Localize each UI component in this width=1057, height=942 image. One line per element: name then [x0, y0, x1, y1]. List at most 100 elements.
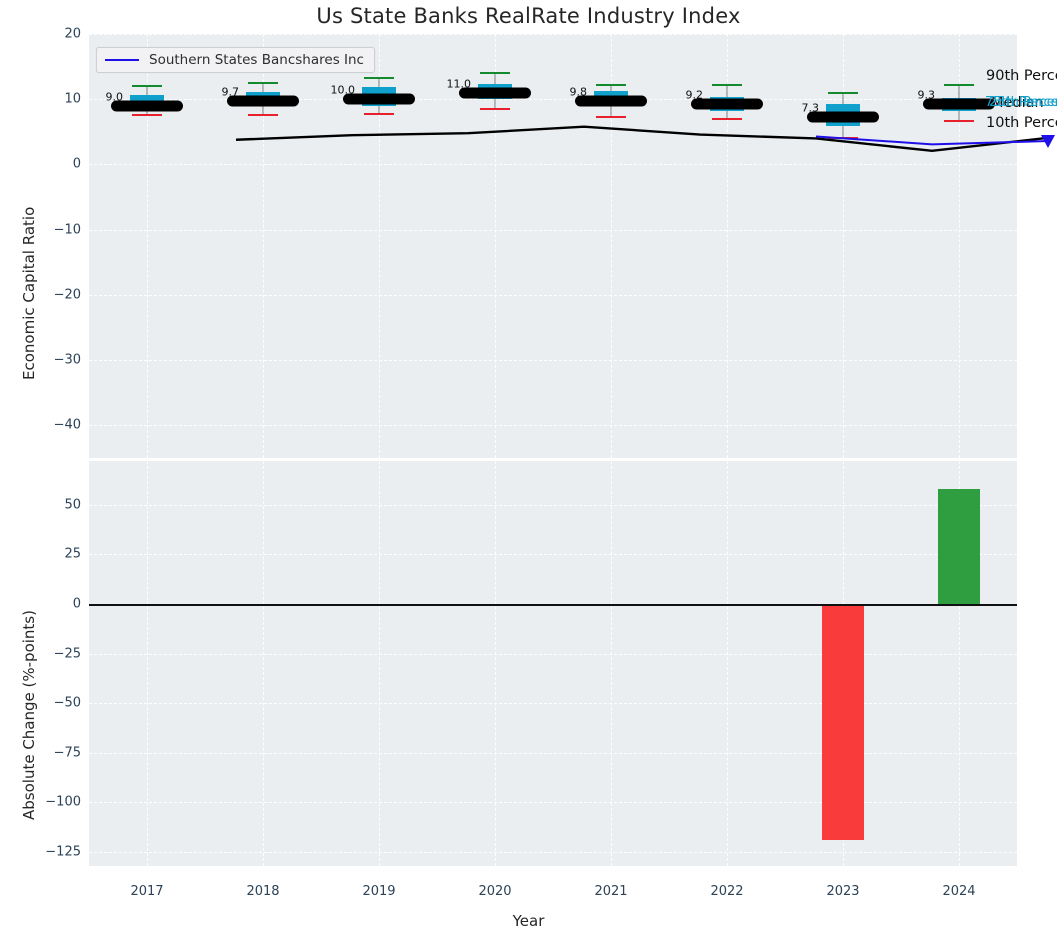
box-median-2019	[343, 93, 415, 105]
top-y-tick--20: −20	[53, 287, 81, 303]
median-label-2021: 9.8	[569, 85, 588, 99]
cap-p90-2021	[596, 83, 626, 86]
median-label-2024: 9.3	[917, 88, 936, 102]
annotation-p25: 25th Percentile	[989, 95, 1057, 111]
vertical-gridline-2020	[495, 461, 496, 866]
cap-p90-2017	[132, 84, 162, 87]
cap-p90-2023	[828, 92, 858, 95]
series-marker-2024	[1041, 135, 1055, 149]
top-gridline-10	[89, 99, 1017, 101]
median-trend-line	[235, 125, 1049, 153]
bottom-y-tick--75: −75	[53, 745, 81, 761]
bottom-gridline-50	[89, 504, 1017, 506]
chart-legend[interactable]: Southern States Bancshares Inc	[96, 47, 375, 73]
annotation-p90: 90th Percentile	[986, 68, 1057, 85]
cap-p10-2020	[480, 108, 510, 110]
legend-label: Southern States Bancshares Inc	[149, 52, 364, 68]
median-label-2022: 9.2	[685, 88, 704, 102]
cap-p10-2022	[712, 118, 742, 121]
top-gridline-20	[89, 34, 1017, 35]
vertical-gridline-2021	[611, 461, 612, 866]
top-y-tick-20: 20	[64, 26, 81, 42]
cap-p90-2018	[248, 81, 278, 84]
cap-p10-2024	[944, 119, 974, 122]
absolute-change-plot-area	[89, 461, 1017, 866]
bottom-y-tick--100: −100	[45, 794, 81, 810]
box-median-2020	[459, 87, 531, 99]
bottom-y-axis-label: Absolute Change (%-points)	[20, 610, 38, 820]
x-tick-2020: 2020	[478, 884, 512, 899]
cap-p10-2017	[132, 113, 162, 116]
series-line-southern-states-bancshares	[815, 135, 1049, 146]
economic-capital-ratio-plot-area	[89, 34, 1055, 458]
x-tick-2024: 2024	[942, 884, 976, 899]
cap-p10-2018	[248, 113, 278, 116]
vertical-gridline-2024	[959, 461, 960, 866]
vertical-gridline-2023	[843, 34, 844, 458]
bar-2024	[938, 488, 980, 604]
vertical-gridline-2017	[147, 461, 148, 866]
x-tick-2018: 2018	[246, 884, 280, 899]
vertical-gridline-2021	[611, 34, 612, 458]
vertical-gridline-2022	[727, 34, 728, 458]
median-label-2023: 7.3	[801, 101, 820, 115]
vertical-gridline-2020	[495, 34, 496, 458]
top-y-axis-label: Economic Capital Ratio	[20, 206, 38, 380]
median-label-2019: 10.0	[330, 83, 356, 97]
bottom-y-tick-50: 50	[64, 497, 81, 513]
bottom-y-tick--125: −125	[45, 844, 81, 860]
vertical-gridline-2018	[263, 461, 264, 866]
cap-p10-2019	[364, 113, 394, 116]
chart-title: Us State Banks RealRate Industry Index	[316, 4, 741, 28]
box-median-2018	[227, 95, 299, 107]
top-y-tick-10: 10	[64, 91, 81, 107]
x-tick-2019: 2019	[362, 884, 396, 899]
bottom-y-tick-25: 25	[64, 546, 81, 562]
top-y-tick-0: 0	[72, 156, 81, 172]
top-gridline--10	[89, 229, 1017, 231]
bottom-y-tick--50: −50	[53, 695, 81, 711]
top-gridline-0	[89, 164, 1017, 166]
vertical-gridline-2022	[727, 461, 728, 866]
median-label-2017: 9.0	[105, 90, 124, 104]
top-y-tick--40: −40	[53, 417, 81, 433]
x-tick-2023: 2023	[826, 884, 860, 899]
bottom-gridline--75	[89, 752, 1017, 754]
box-median-2021	[575, 95, 647, 107]
x-axis-label: Year	[512, 912, 545, 930]
top-gridline--30	[89, 360, 1017, 362]
annotation-median: Median	[991, 94, 1044, 111]
x-tick-2021: 2021	[594, 884, 628, 899]
bottom-gridline--125	[89, 852, 1017, 854]
top-gridline--20	[89, 294, 1017, 296]
series-overlay	[235, 125, 1055, 153]
bottom-gridline--100	[89, 802, 1017, 804]
cap-p90-2024	[944, 83, 974, 86]
median-label-2020: 11.0	[446, 77, 472, 91]
x-tick-2017: 2017	[130, 884, 164, 899]
vertical-gridline-2024	[959, 34, 960, 458]
cap-p90-2022	[712, 83, 742, 86]
bar-2023	[822, 603, 864, 841]
bottom-gridline--25	[89, 653, 1017, 655]
top-y-tick--10: −10	[53, 222, 81, 238]
box-median-2022	[691, 98, 763, 110]
vertical-gridline-2018	[263, 34, 264, 458]
annotation-p10: 10th Percentile	[986, 115, 1057, 132]
median-label-2018: 9.7	[221, 85, 240, 99]
cap-p90-2020	[480, 72, 510, 75]
x-tick-2022: 2022	[710, 884, 744, 899]
top-gridline--40	[89, 425, 1017, 427]
vertical-gridline-2019	[379, 461, 380, 866]
bottom-gridline--50	[89, 703, 1017, 705]
box-median-2024	[923, 98, 995, 110]
legend-line-swatch	[105, 59, 139, 61]
top-y-tick--30: −30	[53, 352, 81, 368]
bottom-y-tick--25: −25	[53, 646, 81, 662]
cap-p90-2019	[364, 77, 394, 80]
cap-p10-2021	[596, 115, 626, 118]
annotation-p75: 75th Percentile	[985, 95, 1057, 111]
bottom-y-tick-0: 0	[72, 596, 81, 612]
box-median-2023	[807, 111, 879, 123]
